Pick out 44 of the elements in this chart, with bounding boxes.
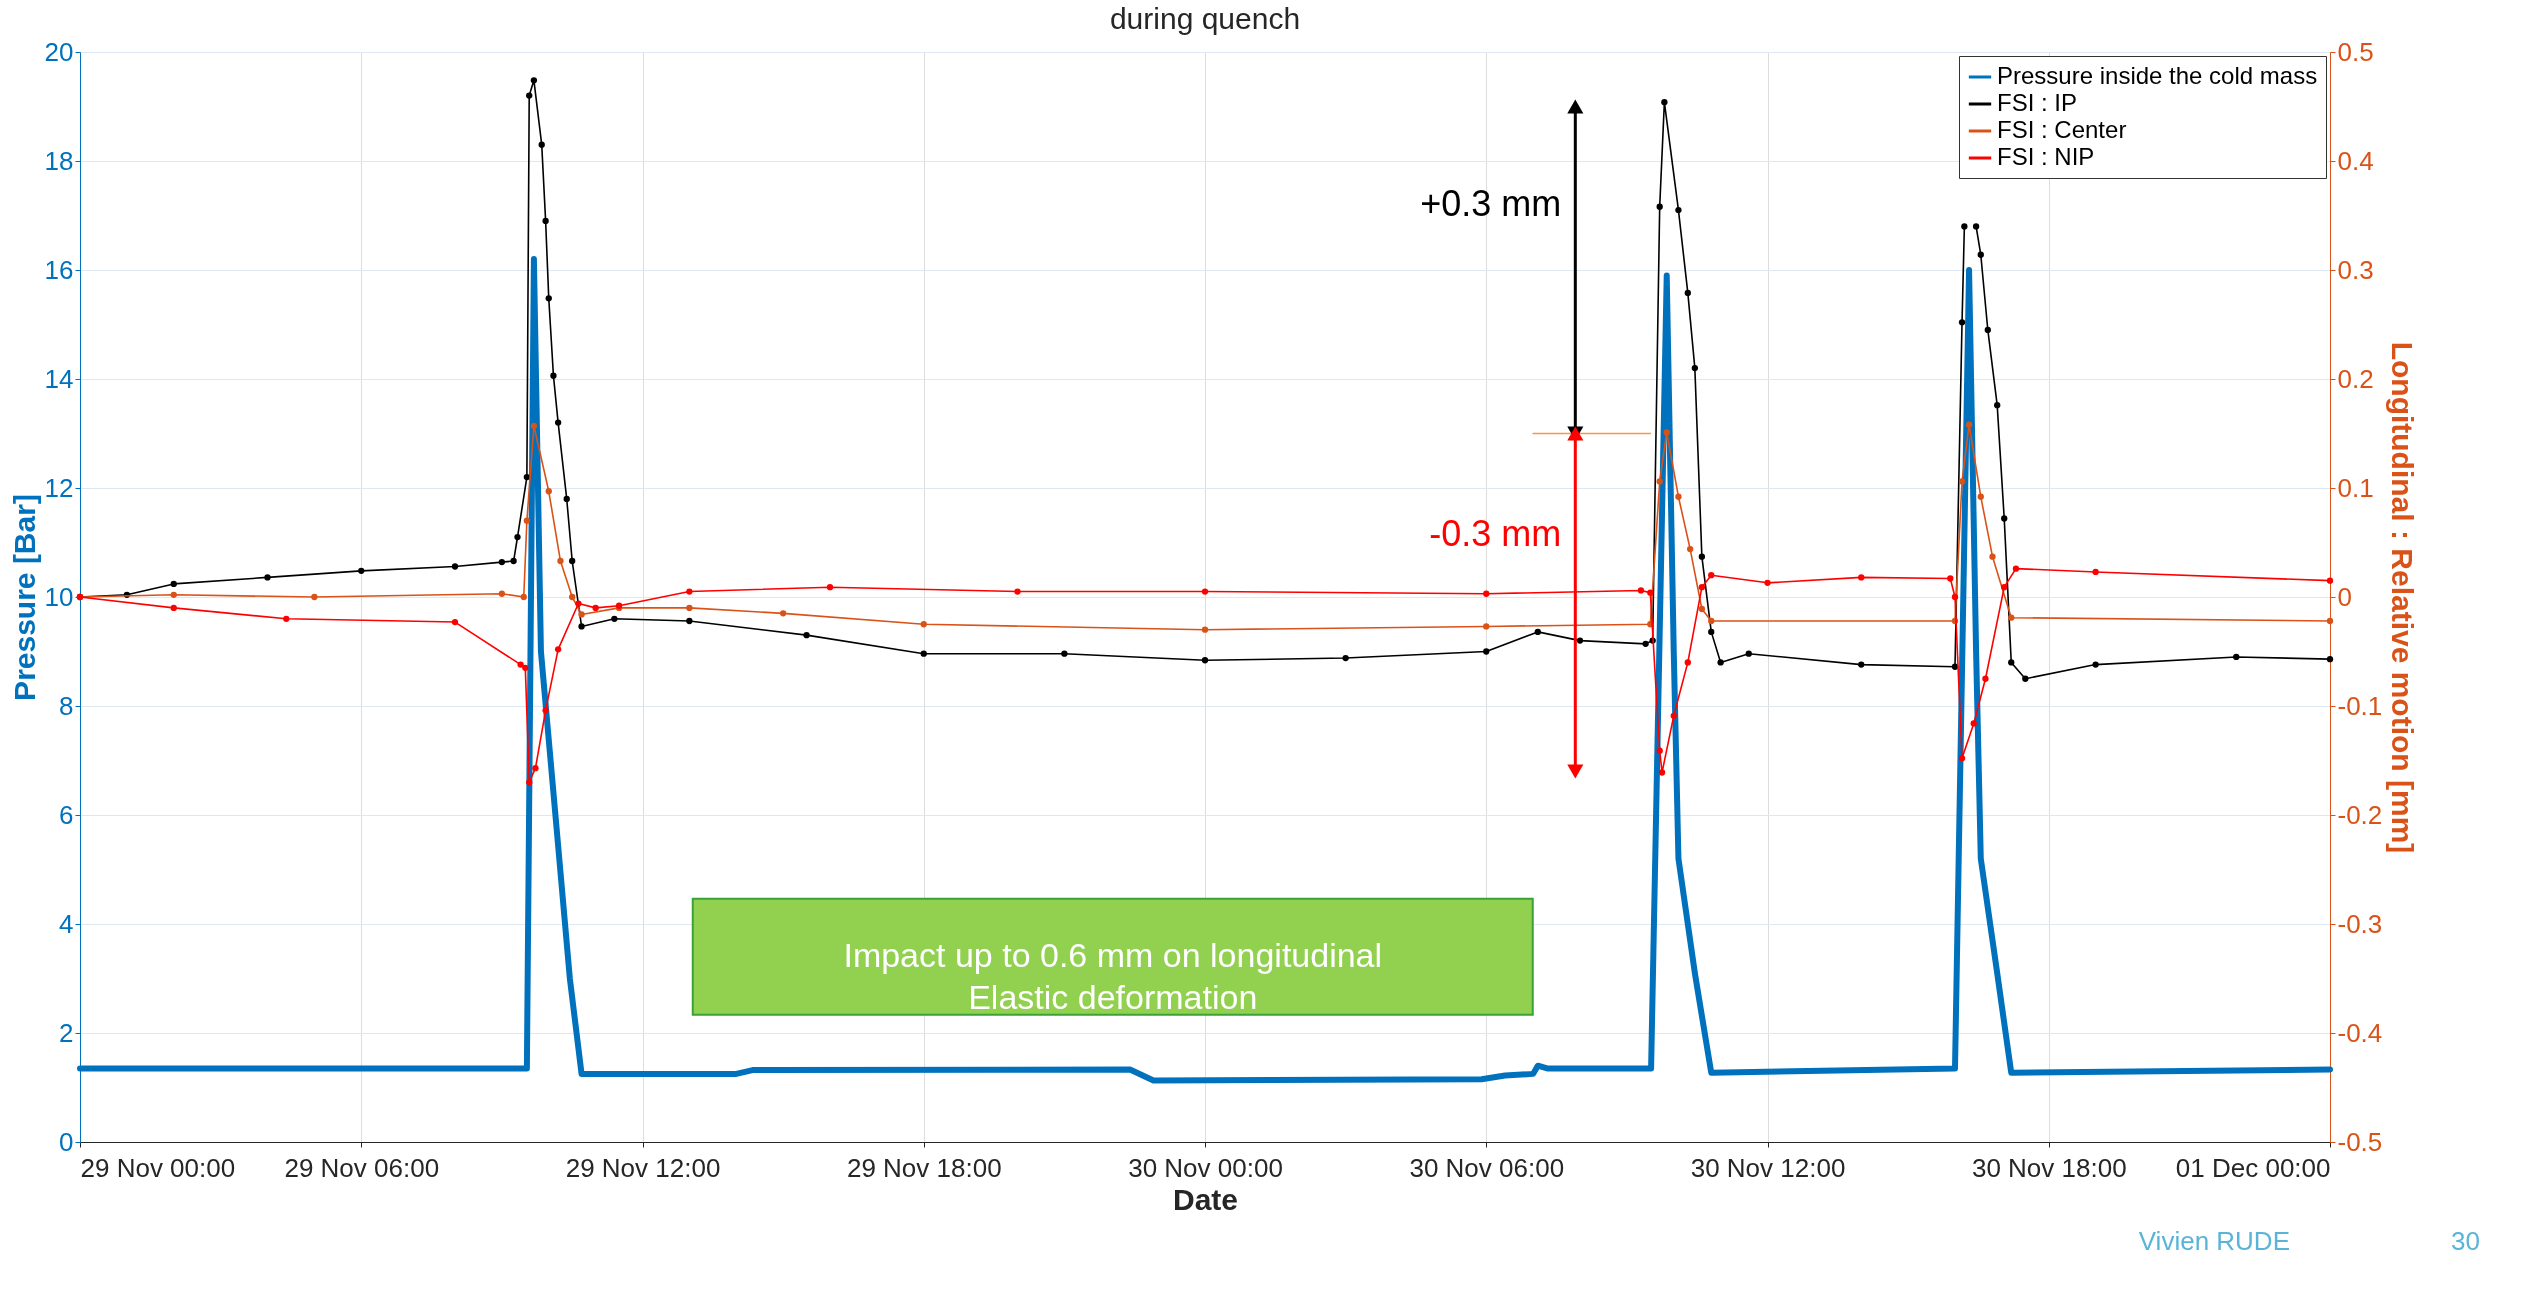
y-tick-label: 18	[44, 145, 74, 176]
y2-tick-label: 0.2	[2337, 363, 2374, 394]
x-tick-label: 29 Nov 06:00	[284, 1152, 440, 1183]
legend-label: FSI : IP	[1997, 89, 2078, 116]
series-label: -0.3 mm	[1429, 512, 1562, 554]
x-tick-label: 29 Nov 18:00	[846, 1152, 1002, 1183]
x-tick-label: 30 Nov 18:00	[1971, 1152, 2127, 1183]
x-tick-label: 30 Nov 06:00	[1409, 1152, 1565, 1183]
x-tick-label: 30 Nov 12:00	[1690, 1152, 1846, 1183]
y-tick-label: 10	[44, 581, 74, 612]
y2-tick-label: 0.5	[2337, 36, 2374, 67]
x-tick-label: 29 Nov 12:00	[565, 1152, 721, 1183]
y2-tick-label: 0.3	[2337, 254, 2374, 285]
text: 30	[2451, 1226, 2480, 1256]
y2-tick-label: -0.1	[2337, 690, 2383, 721]
chart-title: during quench	[1109, 2, 1301, 35]
y2-tick-label: -0.3	[2337, 908, 2383, 939]
y2-tick-label: 0	[2337, 581, 2352, 612]
series-label: +0.3 mm	[1420, 182, 1562, 224]
y2-tick-label: 0.1	[2337, 472, 2374, 503]
text: Vivien RUDE	[2138, 1226, 2290, 1256]
y2-tick-label: -0.5	[2337, 1126, 2383, 1157]
y-tick-label: 16	[44, 254, 74, 285]
legend-label: Pressure inside the cold mass	[1997, 62, 2318, 89]
annotation: Impact up to 0.6 mm on longitudinal Elastic deformation	[843, 935, 1383, 1016]
y-tick-label: 2	[59, 1017, 74, 1048]
y-tick-label: 4	[59, 908, 74, 939]
y-tick-label: 8	[59, 690, 74, 721]
x-tick-label: 29 Nov 00:00	[80, 1152, 236, 1183]
y-tick-label: 0	[59, 1126, 74, 1157]
y2-tick-label: -0.4	[2337, 1017, 2383, 1048]
x-axis-title: Date	[1172, 1182, 1239, 1216]
y2-tick-label: -0.2	[2337, 799, 2383, 830]
y-tick-label: 6	[59, 799, 74, 830]
y-axis-title: Pressure [Bar]	[7, 494, 41, 701]
y-tick-label: 12	[44, 472, 74, 503]
x-tick-label: 30 Nov 00:00	[1128, 1152, 1283, 1183]
y2-axis-title: Longitudinal : Relative motion [mm]	[2386, 341, 2420, 854]
y-tick-label: 20	[44, 36, 74, 67]
legend-label: FSI : NIP	[1997, 143, 2095, 170]
x-tick-label: 01 Dec 00:00	[2175, 1152, 2331, 1183]
y-tick-label: 14	[44, 363, 74, 394]
y2-tick-label: 0.4	[2337, 145, 2374, 176]
legend-label: FSI : Center	[1997, 116, 2127, 143]
